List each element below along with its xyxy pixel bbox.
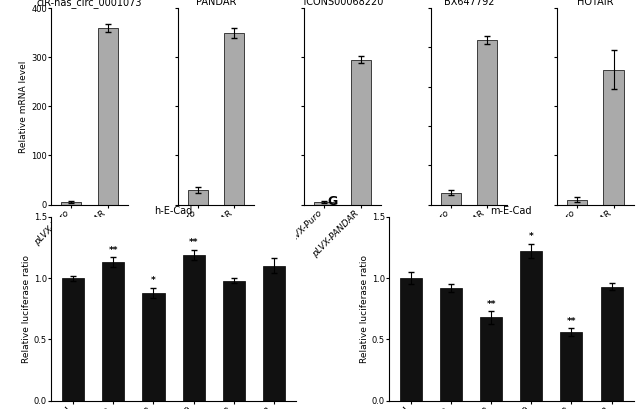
Y-axis label: Relative luciferase ratio: Relative luciferase ratio: [22, 255, 31, 363]
Y-axis label: Relative luciferase ratio: Relative luciferase ratio: [360, 255, 369, 363]
Text: G: G: [328, 195, 338, 208]
Text: **: **: [189, 238, 198, 247]
Bar: [182, 255, 205, 401]
Y-axis label: Relative mRNA level: Relative mRNA level: [19, 60, 28, 153]
Bar: [477, 40, 497, 204]
Title: BX647792: BX647792: [444, 0, 494, 7]
Text: *: *: [151, 276, 156, 285]
Text: **: **: [109, 246, 118, 255]
Text: **: **: [486, 300, 496, 309]
Bar: [102, 262, 124, 401]
Bar: [604, 70, 623, 204]
Bar: [561, 332, 582, 401]
Bar: [351, 60, 371, 204]
Bar: [62, 278, 84, 401]
Bar: [440, 193, 461, 204]
Bar: [567, 200, 587, 204]
Bar: [520, 251, 542, 401]
Text: **: **: [566, 317, 576, 326]
Bar: [480, 317, 502, 401]
Title: HOTAIR: HOTAIR: [577, 0, 614, 7]
Bar: [600, 287, 623, 401]
Title: m-E-Cad: m-E-Cad: [490, 206, 532, 216]
Bar: [440, 288, 462, 401]
Title: PANDAR: PANDAR: [196, 0, 236, 7]
Title: ciR-has_circ_0001073: ciR-has_circ_0001073: [36, 0, 142, 8]
Title: TCONS00068220: TCONS00068220: [301, 0, 383, 7]
Bar: [61, 202, 81, 204]
Bar: [223, 281, 244, 401]
Title: h-E-Cad: h-E-Cad: [154, 206, 193, 216]
Bar: [98, 28, 118, 204]
Bar: [400, 278, 422, 401]
Bar: [314, 202, 334, 204]
Bar: [263, 266, 285, 401]
Text: *: *: [529, 232, 534, 241]
Bar: [224, 33, 244, 204]
Bar: [188, 190, 208, 204]
Bar: [143, 293, 164, 401]
